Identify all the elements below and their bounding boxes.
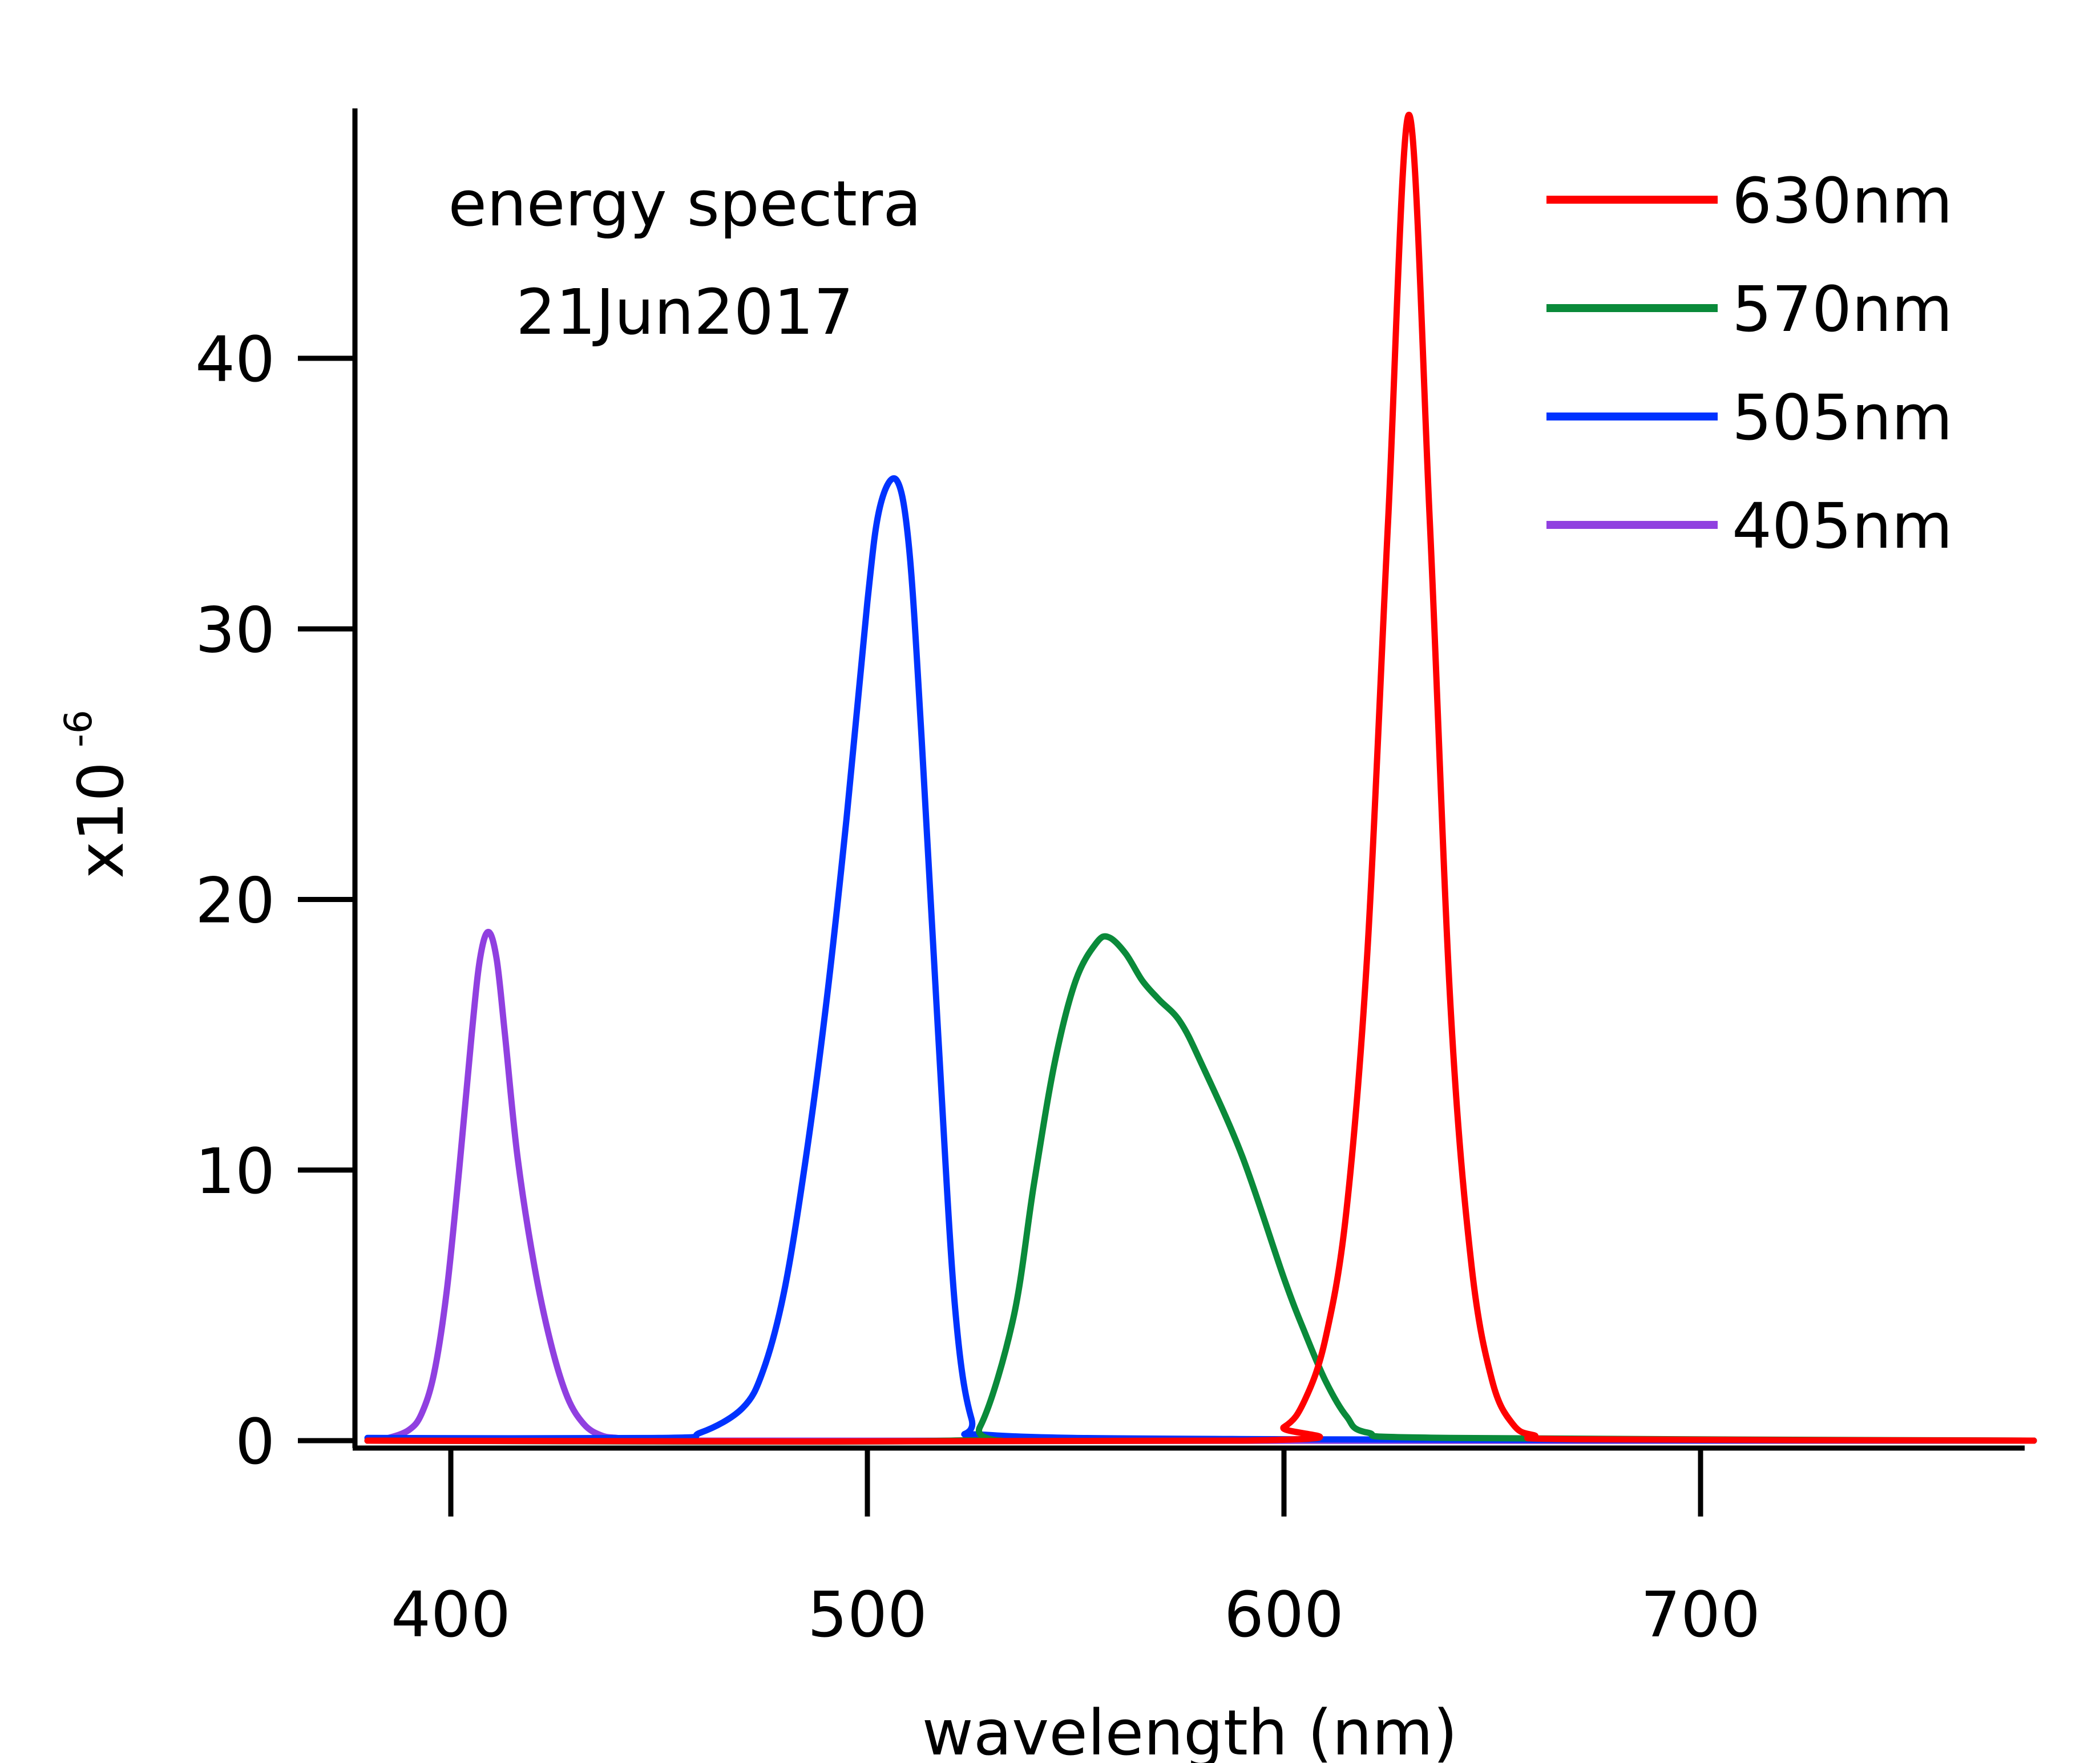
x-axis-label: wavelength (nm) <box>922 1696 1457 1763</box>
x-tick-label: 400 <box>391 1578 511 1651</box>
legend-label-570nm: 570nm <box>1732 273 1953 346</box>
y-ticks: 0 10 20 30 40 <box>195 323 355 1478</box>
annotation-line-1: energy spectra <box>448 167 921 240</box>
x-ticks: 400 500 600 700 <box>391 1448 1760 1651</box>
annotation-line-2: 21Jun2017 <box>516 276 854 349</box>
x-tick-label: 500 <box>807 1578 927 1651</box>
y-axis-label-prefix: x10 <box>64 762 138 879</box>
legend: 630nm 570nm 505nm 405nm <box>1546 164 1953 563</box>
x-tick-label: 700 <box>1641 1578 1760 1651</box>
series-line-570nm <box>364 933 2037 1445</box>
y-tick-label: 20 <box>195 864 275 937</box>
x-tick-label: 600 <box>1224 1578 1344 1651</box>
y-tick-label: 30 <box>195 593 275 666</box>
series-layer <box>364 111 2037 1445</box>
y-tick-label: 10 <box>195 1135 275 1208</box>
y-axis-label-exponent: -6 <box>56 710 100 747</box>
series-line-505nm <box>364 475 2037 1444</box>
y-axis-label: x10 -6 <box>56 710 138 879</box>
legend-label-505nm: 505nm <box>1732 381 1953 454</box>
y-tick-label: 40 <box>195 323 275 396</box>
series-line-630nm <box>364 111 2037 1445</box>
legend-label-630nm: 630nm <box>1732 164 1953 237</box>
y-tick-label: 0 <box>235 1405 275 1478</box>
legend-label-405nm: 405nm <box>1732 490 1953 563</box>
series-line-405nm <box>364 928 2037 1444</box>
